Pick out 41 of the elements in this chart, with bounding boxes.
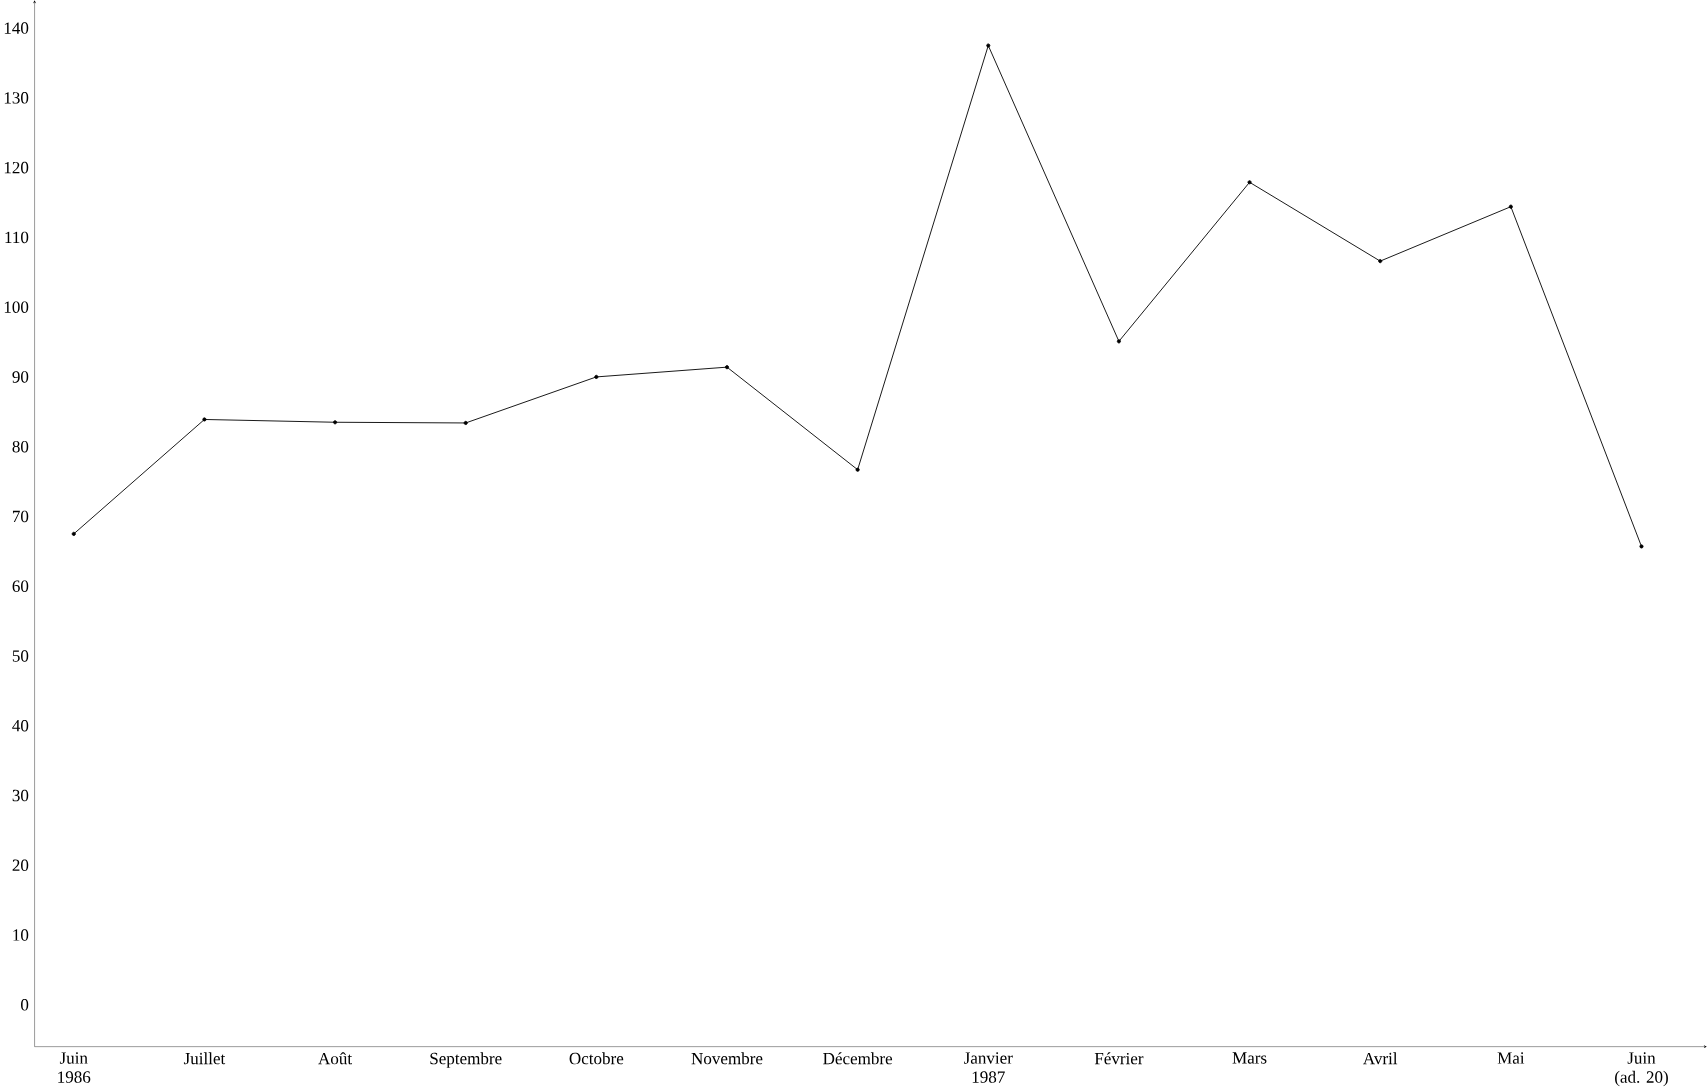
- x-tick-label: Août: [318, 1052, 352, 1065]
- point: [71, 532, 76, 537]
- point: [463, 421, 468, 426]
- x-tick-label: Septembre: [430, 1052, 502, 1068]
- point: [1508, 204, 1513, 209]
- y-tick-label: 30: [12, 789, 29, 802]
- x-tick-label: Mai: [1497, 1052, 1525, 1064]
- point: [594, 375, 599, 380]
- y-tick-label: 130: [4, 92, 29, 104]
- x-tick-label: Juin 1986: [58, 1052, 91, 1084]
- x-tick-label: Mars: [1232, 1052, 1267, 1064]
- x-tick-label: Avril: [1363, 1052, 1398, 1065]
- y-tick-label: 110: [5, 231, 29, 244]
- point: [724, 365, 730, 370]
- point: [1247, 180, 1252, 185]
- point: [986, 43, 991, 48]
- point: [202, 417, 207, 422]
- x-tick-label: Février: [1094, 1052, 1144, 1065]
- x-tick-label: Novembre: [691, 1052, 763, 1065]
- x-tick-label: Décembre: [823, 1052, 893, 1065]
- y-tick-label: 60: [12, 580, 29, 593]
- y-tick-label: 80: [12, 441, 29, 453]
- point: [855, 467, 860, 472]
- y-tick-label: 90: [12, 371, 29, 383]
- point: [1116, 339, 1121, 344]
- y-tick-label: 140: [4, 22, 29, 35]
- x-tick-label: Janvier 1987: [964, 1052, 1013, 1084]
- x-tick-label: Juin (ad. 20): [1615, 1052, 1668, 1087]
- y-tick-label: 10: [13, 929, 29, 941]
- y-tick-label: 0: [21, 999, 29, 1011]
- x-tick-label: Octobre: [569, 1052, 624, 1065]
- y-tick-label: 100: [4, 301, 29, 314]
- x-tick-label: Juillet: [183, 1052, 226, 1065]
- y-tick-label: 120: [4, 162, 29, 174]
- y-tick-label: 40: [12, 720, 29, 732]
- y-tick-label: 70: [12, 510, 29, 523]
- y-tick-label: 50: [12, 650, 29, 662]
- point: [1378, 259, 1383, 264]
- point: [1639, 544, 1644, 549]
- point: [333, 420, 338, 425]
- y-tick-label: 20: [12, 859, 29, 872]
